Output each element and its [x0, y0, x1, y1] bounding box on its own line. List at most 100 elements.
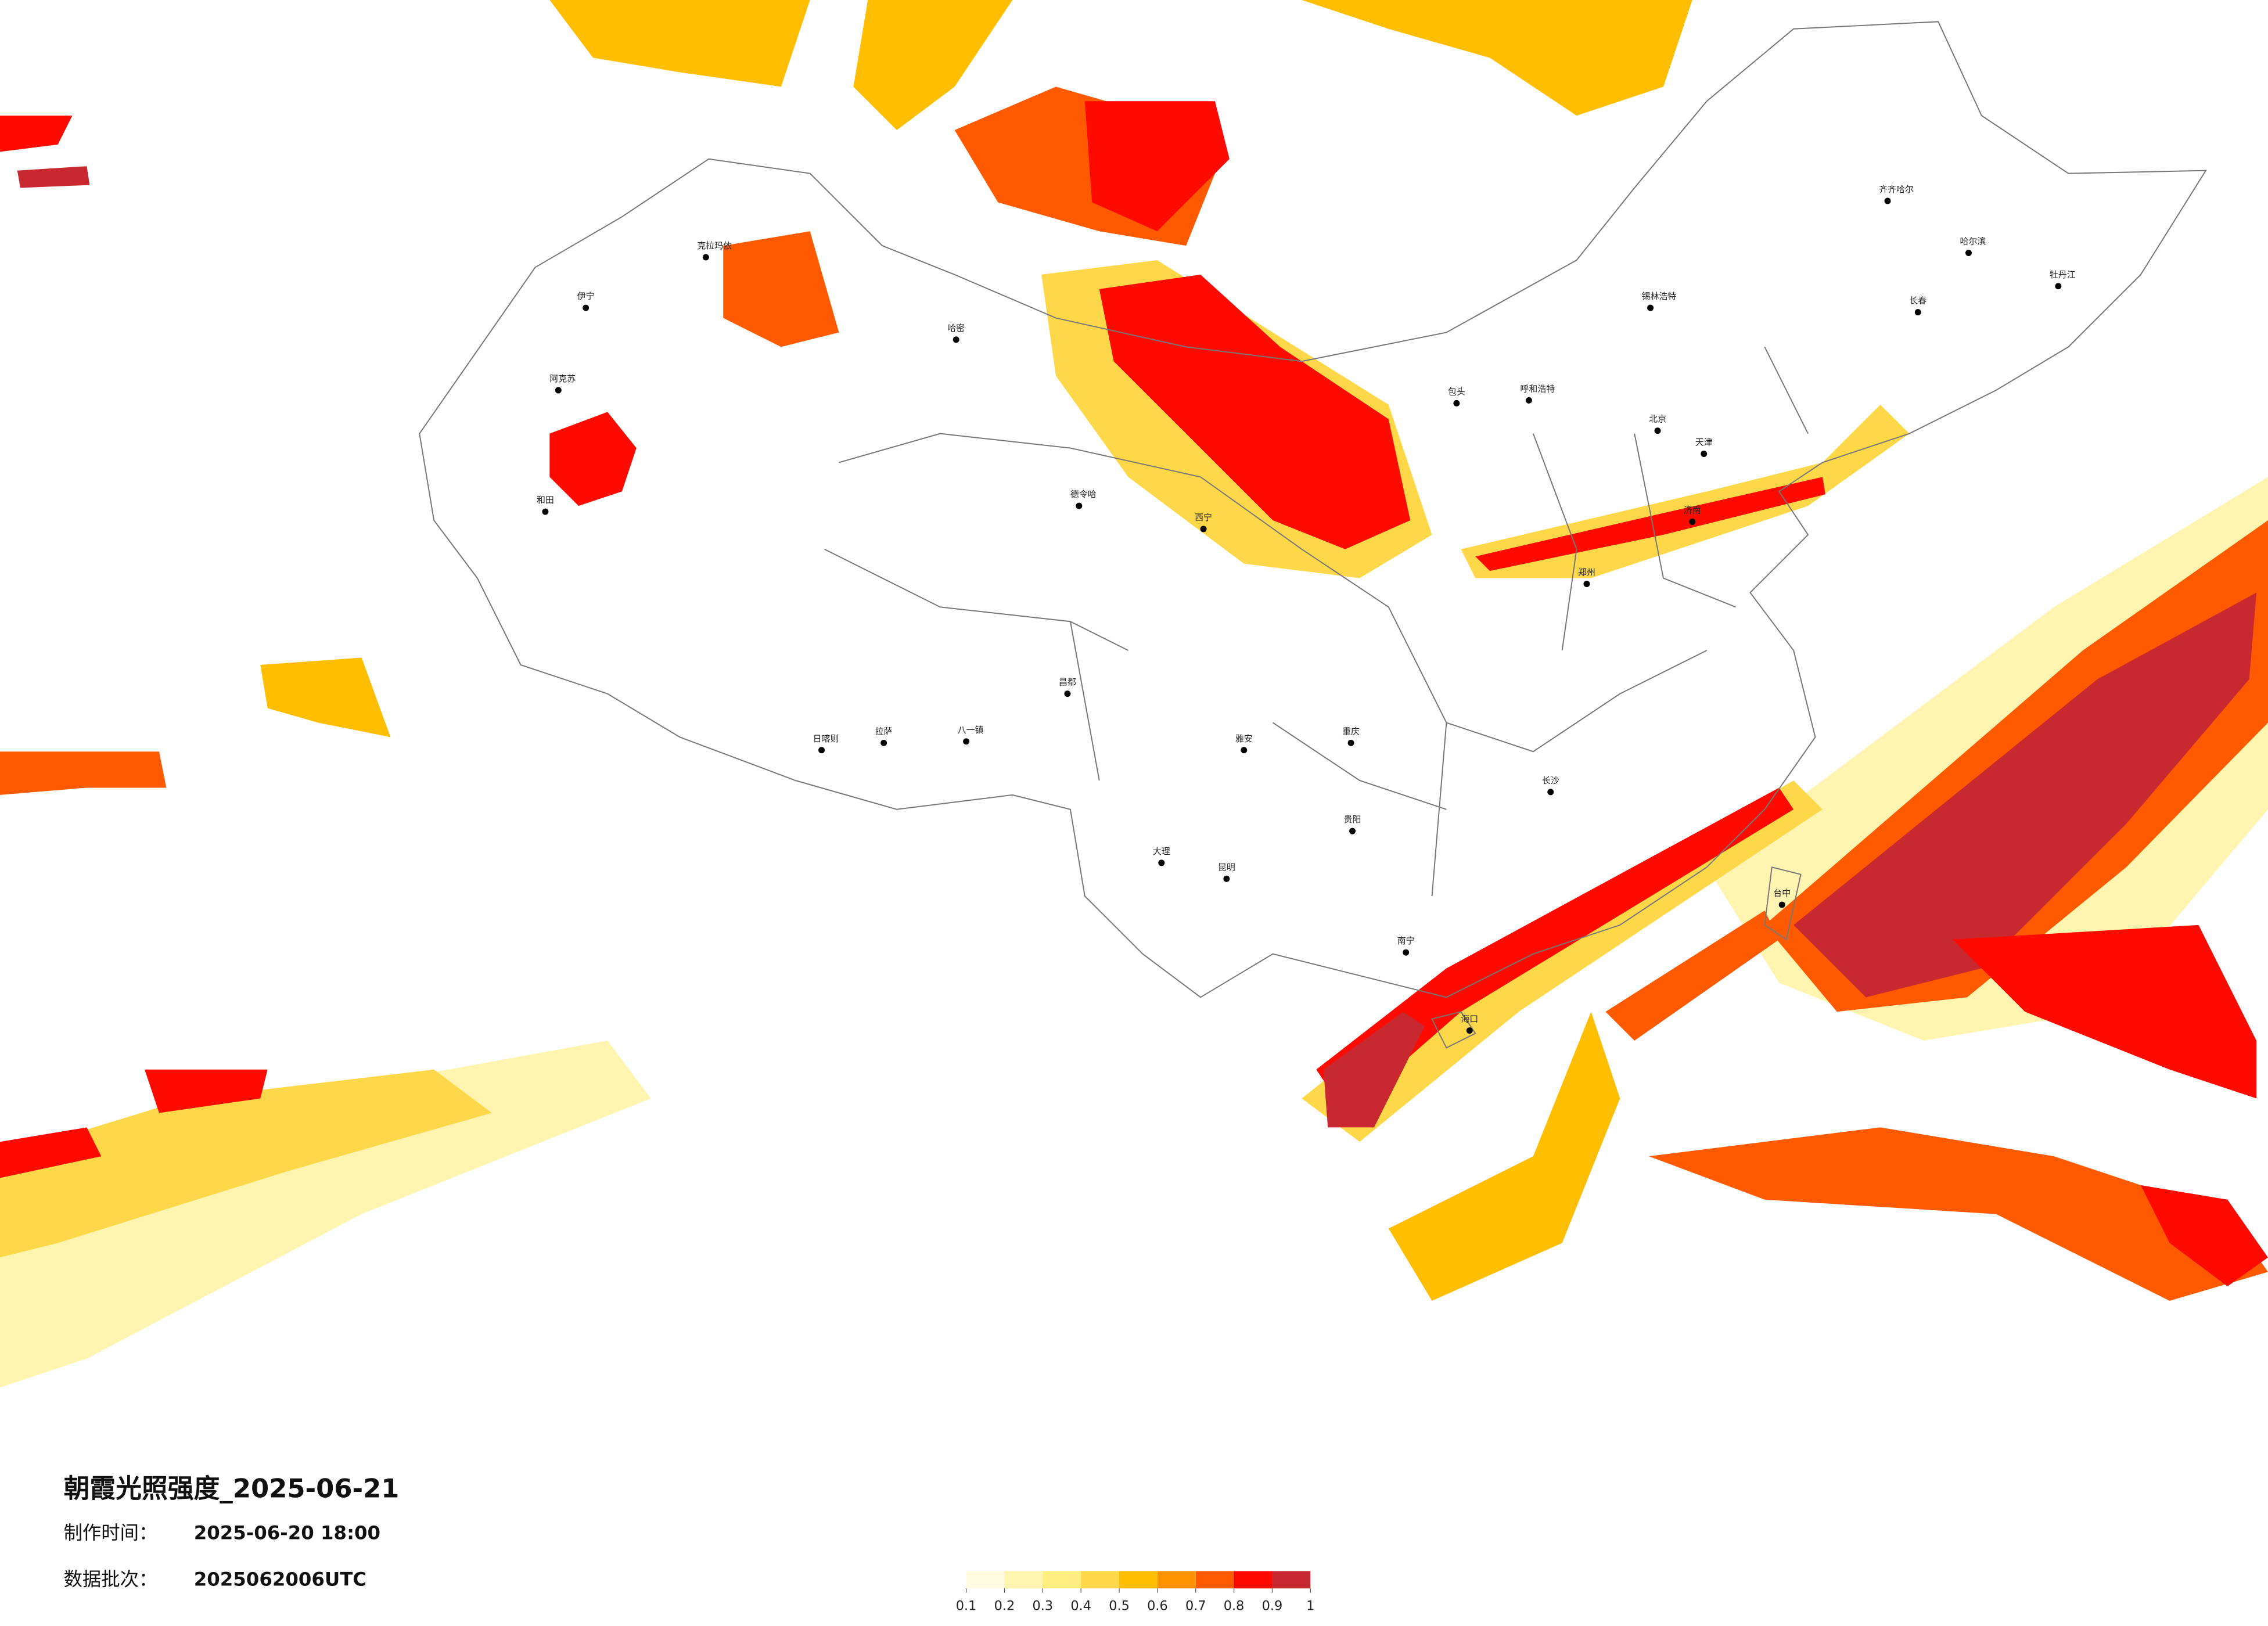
colorbar-cell	[1119, 1571, 1158, 1589]
city-dot	[1583, 581, 1590, 587]
city-dot	[1076, 502, 1083, 509]
glow-area	[1953, 924, 2257, 1099]
city-dot	[1884, 197, 1891, 204]
city-dot	[1689, 519, 1696, 525]
glow-area	[1793, 592, 2257, 998]
city-dot	[1064, 690, 1071, 697]
glow-area	[549, 412, 637, 506]
city-label: 昌都	[1059, 677, 1076, 688]
city-label: 长春	[1909, 296, 1926, 306]
city-label: 哈密	[947, 323, 965, 333]
colorbar-label: 0.5	[1109, 1599, 1130, 1614]
city-dot	[1241, 747, 1248, 754]
glow-area	[1302, 0, 1692, 116]
glow-area	[723, 231, 839, 347]
colorbar-label: 0.9	[1262, 1599, 1283, 1614]
colorbar-label: 0.4	[1070, 1599, 1091, 1614]
glow-area	[17, 166, 90, 188]
colorbar-cell	[966, 1571, 1005, 1589]
city-label: 克拉玛依	[697, 240, 732, 251]
colorbar-cell	[1157, 1571, 1196, 1589]
city-label: 哈尔滨	[1960, 236, 1986, 247]
colorbar-label: 0.8	[1224, 1599, 1245, 1614]
glow-area	[2140, 1185, 2268, 1287]
city-label: 伊宁	[577, 291, 595, 301]
city-label: 拉萨	[875, 726, 893, 736]
glow-area	[1649, 1127, 2268, 1301]
city-label: 呼和浩特	[1520, 383, 1555, 394]
city-dot	[1223, 875, 1230, 882]
city-dot	[702, 254, 709, 261]
city-dot	[1453, 400, 1460, 406]
colorbar-label: 0.1	[956, 1599, 977, 1614]
city-label: 海口	[1461, 1014, 1478, 1024]
city-dot	[1647, 304, 1654, 311]
city-dot	[1466, 1027, 1473, 1034]
city-dot	[953, 336, 959, 343]
city-label: 和田	[537, 495, 554, 505]
city-dot	[1347, 739, 1354, 746]
glow-area	[0, 1041, 651, 1388]
city-label: 西宁	[1195, 512, 1212, 523]
map-title: 朝霞光照强度_2025-06-21	[64, 1473, 400, 1504]
city-label: 包头	[1448, 386, 1465, 397]
batch: 2025062006UTC	[194, 1568, 366, 1590]
city-dot	[1914, 309, 1921, 316]
colorbar-cell	[1195, 1571, 1234, 1589]
city-dot	[1654, 427, 1661, 434]
city-label: 大理	[1153, 846, 1170, 857]
city-label: 台中	[1773, 888, 1791, 898]
colorbar-cell	[1234, 1571, 1273, 1589]
colorbar-cell	[1004, 1571, 1043, 1589]
glow-field	[0, 0, 2268, 1388]
glow-area	[1099, 274, 1411, 549]
glow-area	[1475, 477, 1825, 571]
city-label: 雅安	[1235, 733, 1253, 744]
glow-area	[1388, 1012, 1620, 1301]
glow-area	[853, 0, 1013, 130]
glow-area	[0, 751, 167, 795]
borders	[419, 21, 2207, 1049]
glow-area	[1605, 911, 1780, 1041]
city-dot	[1778, 901, 1785, 908]
island-outline	[1431, 866, 1802, 1049]
city-label: 济南	[1684, 505, 1701, 516]
colorbar-label: 0.6	[1147, 1599, 1168, 1614]
city-dot	[880, 739, 887, 746]
colorbar-label: 0.3	[1033, 1599, 1054, 1614]
city-label: 牡丹江	[2050, 269, 2076, 280]
glow-area	[145, 1069, 268, 1113]
made-time: 2025-06-20 18:00	[194, 1522, 380, 1544]
city-label: 郑州	[1578, 567, 1595, 578]
glow-area	[0, 1127, 102, 1178]
city-dot	[583, 304, 590, 311]
colorbar-label: 0.2	[994, 1599, 1015, 1614]
city-dot	[1200, 526, 1207, 533]
glow-area	[260, 657, 391, 738]
city-dot	[1403, 949, 1410, 956]
city-label: 锡林浩特	[1642, 291, 1677, 301]
city-label: 贵阳	[1344, 814, 1361, 825]
glow-area	[549, 0, 810, 87]
glow-area	[0, 116, 73, 152]
colorbar-cell	[1272, 1571, 1311, 1589]
city-label: 阿克苏	[549, 373, 576, 384]
colorbar-label: 1	[1306, 1599, 1314, 1614]
glow-area	[1316, 787, 1794, 1113]
city-dot	[1701, 451, 1708, 457]
glow-area	[1084, 101, 1230, 232]
city-label: 天津	[1695, 437, 1713, 448]
city-label: 北京	[1649, 414, 1666, 425]
made-label: 制作时间：	[64, 1522, 158, 1544]
city-label: 南宁	[1397, 936, 1415, 946]
city-dot	[2055, 283, 2062, 290]
city-dot	[1349, 828, 1356, 834]
glow-area	[0, 1069, 492, 1258]
colorbar-label: 0.7	[1185, 1599, 1206, 1614]
glow-area	[1323, 1012, 1425, 1128]
city-dot	[1525, 397, 1532, 404]
city-dot	[963, 738, 970, 745]
city-label: 八一镇	[958, 725, 984, 735]
